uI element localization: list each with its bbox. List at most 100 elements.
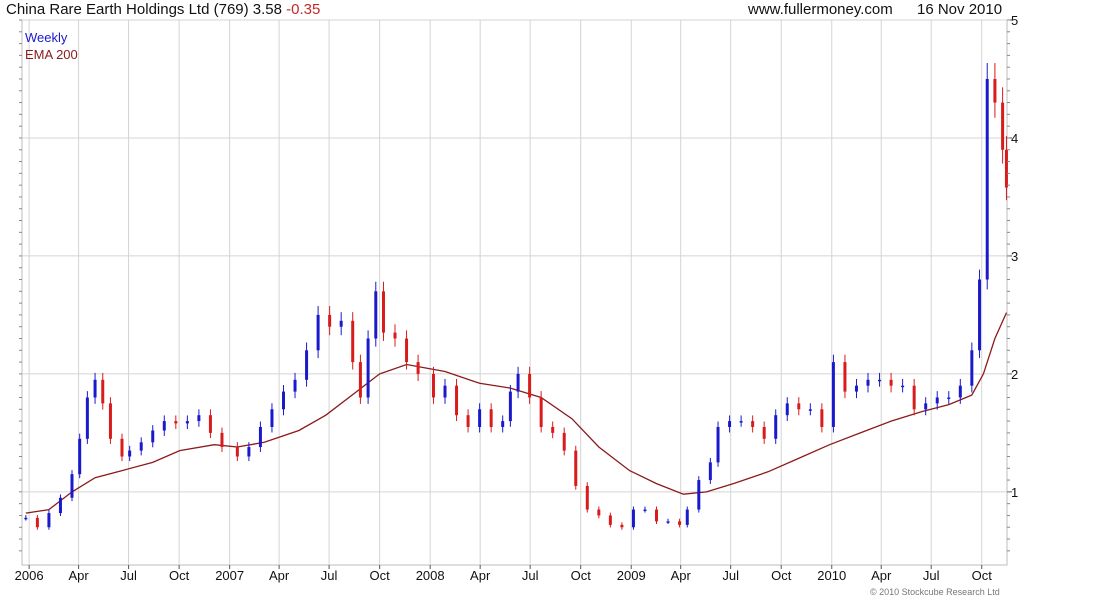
candle-body xyxy=(597,509,601,516)
candle-body xyxy=(128,450,132,457)
x-tick-label: Apr xyxy=(671,568,692,583)
candle-body xyxy=(328,314,332,327)
candle-body xyxy=(985,78,989,280)
x-tick-label: Oct xyxy=(370,568,391,583)
price-change: -0.35 xyxy=(286,1,321,18)
candle-body xyxy=(728,421,732,427)
x-tick-label: Oct xyxy=(771,568,792,583)
candles-layer xyxy=(24,63,1008,530)
candle-body xyxy=(208,415,212,433)
candle-body xyxy=(889,379,893,386)
candle-body xyxy=(366,338,370,398)
candle-body xyxy=(831,362,835,427)
candle-body xyxy=(101,379,105,404)
candle-body xyxy=(70,474,74,498)
candle-body xyxy=(1001,102,1005,150)
chart-title: China Rare Earth Holdings Ltd (769) 3.58… xyxy=(6,1,320,18)
candle-body xyxy=(58,497,62,514)
source-site: www.fullermoney.com xyxy=(748,1,893,18)
y-tick-label: 4 xyxy=(1011,131,1018,146)
candle-body xyxy=(197,415,201,422)
ema-200-line xyxy=(25,312,1008,514)
ema-layer xyxy=(25,312,1008,514)
x-tick-label: Jul xyxy=(321,568,338,583)
chart-title-text: China Rare Earth Holdings Ltd (769) 3.58 xyxy=(6,1,282,18)
x-tick-label: Oct xyxy=(571,568,592,583)
candle-body xyxy=(443,385,447,398)
candle-body xyxy=(220,432,224,448)
candle-body xyxy=(797,403,801,410)
chart-date: 16 Nov 2010 xyxy=(917,1,1003,18)
x-tick-label: Oct xyxy=(972,568,993,583)
candle-body xyxy=(316,314,320,351)
candle-body xyxy=(854,385,858,392)
x-tick-label: Jul xyxy=(120,568,137,583)
candle-body xyxy=(381,291,385,333)
candle-body xyxy=(820,409,824,427)
candle-body xyxy=(235,447,239,457)
candle-body xyxy=(120,438,124,457)
candle-body xyxy=(774,415,778,439)
candle-body xyxy=(393,332,397,339)
candle-body xyxy=(666,521,670,523)
candle-body xyxy=(608,515,612,525)
x-tick-label: 2009 xyxy=(617,568,646,583)
y-tick-label: 3 xyxy=(1011,249,1018,264)
candle-body xyxy=(85,397,89,439)
y-tick-label: 1 xyxy=(1011,485,1018,500)
candle-body xyxy=(516,373,520,392)
candle-body xyxy=(655,509,659,522)
axes-layer: 2006 Apr Jul Oct 2007 Apr Jul Oct 2008 Apr Jul Oct 2… xyxy=(15,13,1019,583)
x-tick-label: Jul xyxy=(923,568,940,583)
candle-body xyxy=(958,385,962,398)
candle-body xyxy=(539,397,543,427)
x-tick-label: 2008 xyxy=(416,568,445,583)
x-tick-label: 2006 xyxy=(15,568,44,583)
candle-body xyxy=(35,517,39,528)
chart-header: China Rare Earth Holdings Ltd (769) 3.58… xyxy=(0,0,1010,20)
candle-body xyxy=(970,350,974,386)
candle-body xyxy=(108,403,112,439)
candle-body xyxy=(374,291,378,339)
candle-body xyxy=(478,409,482,427)
x-tick-label: Jul xyxy=(722,568,739,583)
candle-body xyxy=(431,373,435,398)
candle-body xyxy=(878,379,882,382)
candle-body xyxy=(947,397,951,399)
x-tick-label: Jul xyxy=(522,568,539,583)
candle-body xyxy=(993,78,997,103)
candle-body xyxy=(78,438,82,475)
candle-body xyxy=(416,362,420,374)
candle-body xyxy=(351,320,355,363)
x-tick-label: Apr xyxy=(871,568,892,583)
candle-body xyxy=(697,480,701,510)
candle-body xyxy=(339,320,343,327)
candle-body xyxy=(455,385,459,416)
candle-body xyxy=(678,521,682,525)
candle-body xyxy=(305,350,309,380)
x-tick-label: 2007 xyxy=(215,568,244,583)
candle-body xyxy=(739,421,743,423)
x-tick-label: Apr xyxy=(470,568,491,583)
candle-body xyxy=(901,385,905,388)
chart-grid xyxy=(21,19,1008,566)
candle-body xyxy=(785,403,789,416)
candle-body xyxy=(762,426,766,439)
candle-body xyxy=(139,442,143,451)
candle-body xyxy=(151,430,155,443)
x-tick-label: Oct xyxy=(169,568,190,583)
chart-legend: Weekly EMA 200 xyxy=(25,30,78,62)
candle-body xyxy=(247,447,251,457)
plot-frame xyxy=(21,19,1008,566)
candle-body xyxy=(47,513,51,528)
candle-body xyxy=(405,338,409,363)
candle-body xyxy=(551,426,555,433)
candle-body xyxy=(716,426,720,463)
candle-body xyxy=(293,379,297,392)
candle-body xyxy=(93,379,97,398)
candle-body xyxy=(935,397,939,404)
copyright: © 2010 Stockcube Research Ltd xyxy=(870,587,1000,597)
candle-body xyxy=(501,421,505,427)
candle-body xyxy=(978,279,982,351)
